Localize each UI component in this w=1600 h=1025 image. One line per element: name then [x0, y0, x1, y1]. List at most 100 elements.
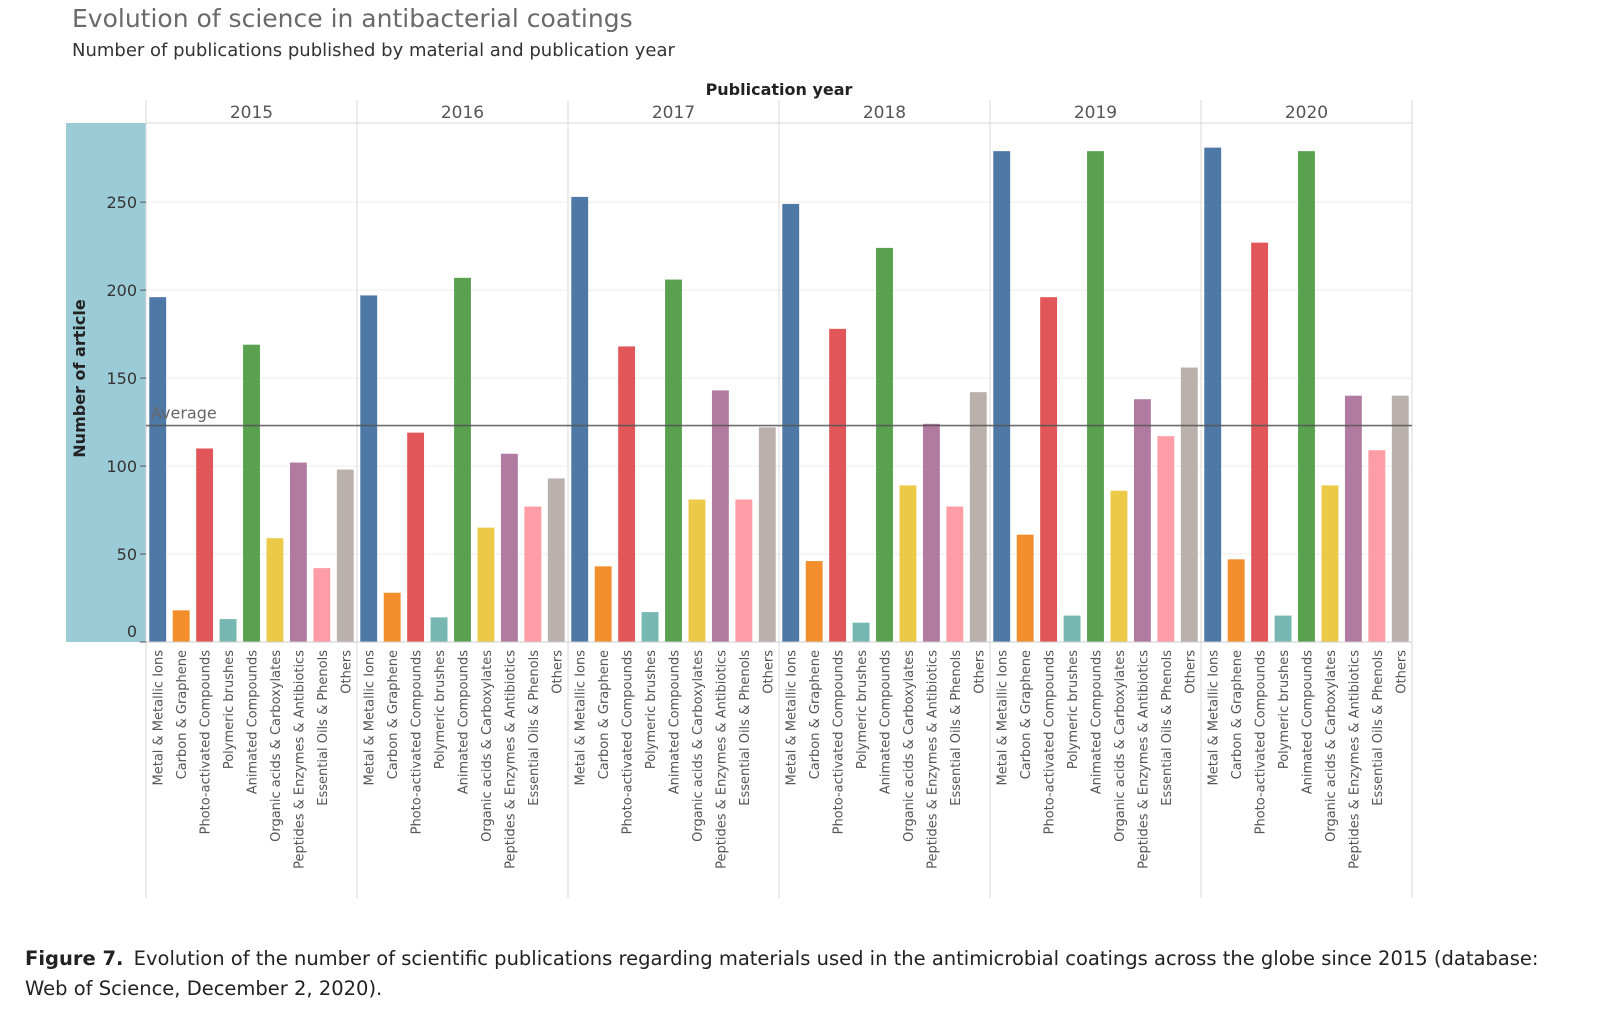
chart-subtitle: Number of publications published by mate…: [72, 40, 675, 61]
category-label: Others: [550, 650, 565, 694]
category-label: Metal & Metallic Ions: [996, 650, 1011, 786]
bar-2019-8: [1157, 436, 1175, 642]
bar-2015-6: [266, 538, 284, 642]
y-tick-label: 150: [106, 369, 137, 388]
bar-2015-8: [313, 568, 331, 642]
category-label: Essential Oils & Phenols: [949, 650, 964, 806]
category-label: Polymeric brushes: [1066, 650, 1081, 769]
bar-2019-5: [1087, 151, 1104, 642]
category-label: Polymeric brushes: [433, 650, 448, 769]
bar-2017-8: [735, 499, 753, 642]
bar-2015-4: [219, 619, 237, 642]
bar-2020-6: [1321, 485, 1339, 642]
bar-2016-5: [454, 277, 471, 642]
category-label: Organic acids & Carboxylates: [1113, 650, 1128, 842]
bar-2017-5: [665, 279, 682, 642]
category-label: Organic acids & Carboxylates: [1324, 650, 1339, 842]
category-label: Peptides & Enzymes & Antibiotics: [714, 650, 729, 869]
category-label: Polymeric brushes: [222, 650, 237, 769]
category-label: Animated Compounds: [879, 650, 894, 794]
category-label: Photo-activated Compounds: [832, 650, 847, 835]
category-label: Organic acids & Carboxylates: [480, 650, 495, 842]
bar-2016-8: [524, 506, 542, 642]
bar-2019-6: [1110, 490, 1128, 642]
y-axis-label: Number of article: [70, 299, 89, 458]
bar-2019-9: [1180, 367, 1198, 642]
figure-caption: Figure 7. Evolution of the number of sci…: [25, 944, 1580, 1004]
bar-chart: Publication year 2015 2016 2017 2018 2019 2020…: [66, 80, 1413, 898]
category-label: Essential Oils & Phenols: [527, 650, 542, 806]
bar-2019-7: [1133, 399, 1151, 642]
bar-2017-6: [688, 499, 706, 642]
bar-2018-2: [805, 561, 823, 642]
bar-2018-8: [946, 506, 964, 642]
year-header-2020: 2020: [1285, 103, 1328, 123]
category-label: Peptides & Enzymes & Antibiotics: [1347, 650, 1362, 869]
category-label: Animated Compounds: [246, 650, 261, 794]
bar-2018-3: [829, 328, 847, 642]
bar-2017-3: [618, 346, 636, 642]
category-label: Others: [972, 650, 987, 694]
category-label: Carbon & Graphene: [808, 650, 823, 779]
category-label: Carbon & Graphene: [1230, 650, 1245, 779]
category-label: Carbon & Graphene: [386, 650, 401, 779]
bar-2019-4: [1063, 615, 1081, 642]
chart-title: Evolution of science in antibacterial co…: [72, 4, 633, 33]
bar-2016-2: [383, 592, 401, 642]
bar-2015-2: [172, 610, 190, 642]
bar-2019-1: [993, 151, 1011, 642]
category-label: Metal & Metallic Ions: [574, 650, 589, 786]
bar-2017-4: [641, 612, 659, 642]
bar-2018-5: [876, 247, 893, 642]
bar-2016-7: [500, 453, 518, 642]
category-label: Polymeric brushes: [644, 650, 659, 769]
bar-2020-5: [1298, 151, 1315, 642]
category-label: Others: [1183, 650, 1198, 694]
category-label: Metal & Metallic Ions: [363, 650, 378, 786]
category-label: Essential Oils & Phenols: [1160, 650, 1175, 806]
bar-2020-7: [1344, 395, 1362, 642]
category-label: Peptides & Enzymes & Antibiotics: [1136, 650, 1151, 869]
bar-2018-4: [852, 622, 870, 642]
category-label: Organic acids & Carboxylates: [902, 650, 917, 842]
bar-2018-7: [922, 423, 940, 642]
bar-2016-1: [360, 295, 378, 642]
bar-2020-1: [1204, 147, 1222, 643]
bar-2019-2: [1016, 534, 1034, 642]
bar-2015-3: [196, 448, 214, 642]
bar-2020-2: [1227, 559, 1245, 642]
bar-2017-9: [758, 427, 776, 642]
category-label: Peptides & Enzymes & Antibiotics: [925, 650, 940, 869]
y-tick-label: 200: [106, 281, 137, 300]
bar-2015-1: [149, 297, 167, 642]
y-axis-band: [66, 123, 146, 642]
bar-2019-3: [1040, 297, 1058, 642]
category-label: Metal & Metallic Ions: [1207, 650, 1222, 786]
figure-caption-label: Figure 7.: [25, 947, 124, 970]
category-label: Essential Oils & Phenols: [738, 650, 753, 806]
bar-2017-2: [594, 566, 612, 642]
average-label: Average: [151, 404, 217, 423]
year-header-2019: 2019: [1074, 103, 1117, 123]
category-label: Organic acids & Carboxylates: [269, 650, 284, 842]
y-tick-label: 100: [106, 457, 137, 476]
category-label: Carbon & Graphene: [1019, 650, 1034, 779]
category-label: Others: [339, 650, 354, 694]
bar-2016-6: [477, 527, 495, 642]
bar-2015-5: [243, 344, 260, 642]
y-tick-label: 50: [117, 545, 137, 564]
year-header-2017: 2017: [652, 103, 695, 123]
category-label: Essential Oils & Phenols: [1371, 650, 1386, 806]
category-label: Peptides & Enzymes & Antibiotics: [503, 650, 518, 869]
category-label: Metal & Metallic Ions: [785, 650, 800, 786]
category-label: Carbon & Graphene: [175, 650, 190, 779]
category-label: Photo-activated Compounds: [1043, 650, 1058, 835]
category-label: Photo-activated Compounds: [410, 650, 425, 835]
bar-2018-1: [782, 203, 800, 642]
bar-2015-7: [289, 462, 307, 642]
bar-2016-3: [407, 432, 425, 642]
bar-2020-9: [1391, 395, 1409, 642]
category-label: Polymeric brushes: [1277, 650, 1292, 769]
bar-2017-1: [571, 196, 589, 642]
category-label: Others: [1394, 650, 1409, 694]
